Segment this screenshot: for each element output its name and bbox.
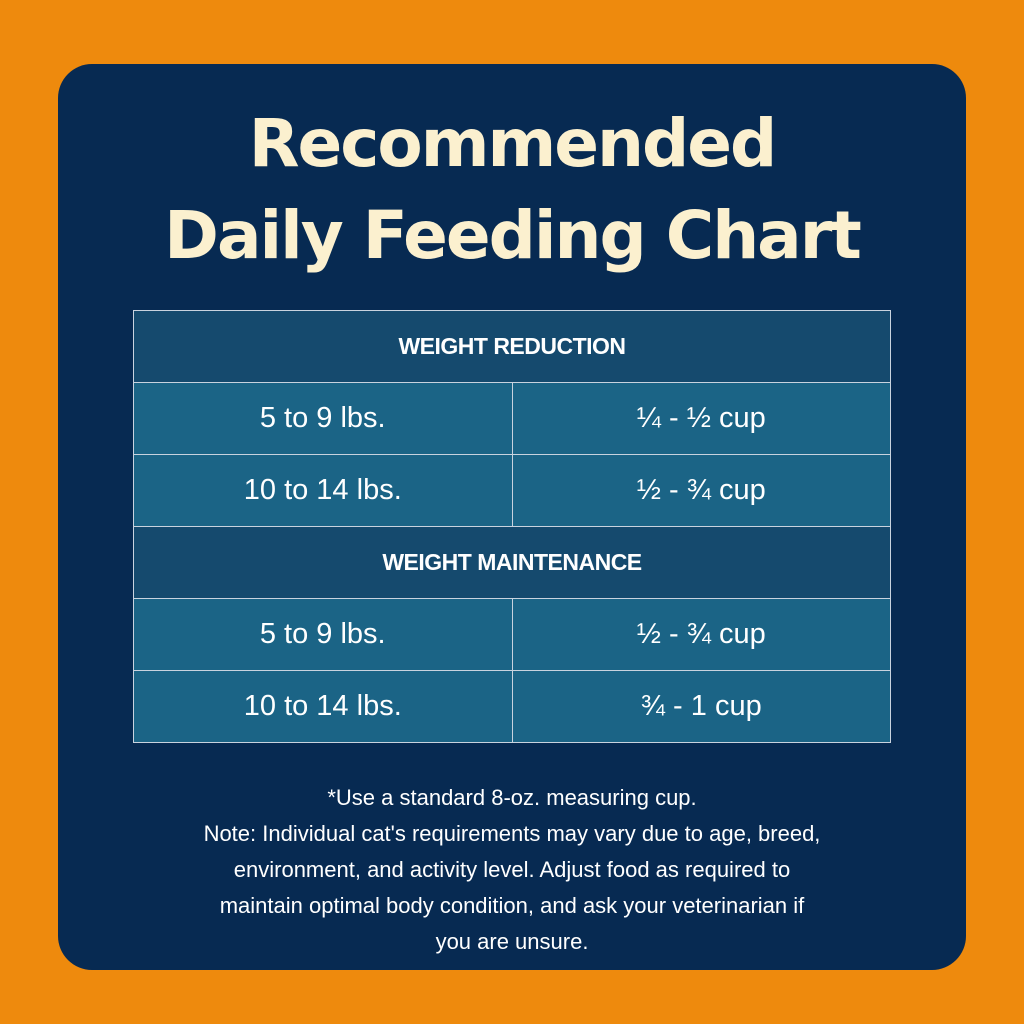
- table-row: 5 to 9 lbs. ½ - ¾ cup: [133, 598, 891, 671]
- weight-cell: 10 to 14 lbs.: [133, 670, 513, 743]
- amount-cell: ¾ - 1 cup: [511, 670, 891, 743]
- note-line: environment, and activity level. Adjust …: [233, 857, 791, 882]
- title-line-2: Daily Feeding Chart: [164, 197, 862, 274]
- table-row: 5 to 9 lbs. ¼ - ½ cup: [133, 382, 891, 455]
- note-line: Note: Individual cat's requirements may …: [203, 821, 821, 846]
- table-row: 10 to 14 lbs. ¾ - 1 cup: [133, 670, 891, 743]
- weight-cell: 5 to 9 lbs.: [133, 598, 513, 671]
- note-line: maintain optimal body condition, and ask…: [219, 893, 805, 918]
- measuring-cup-note: *Use a standard 8-oz. measuring cup.: [327, 785, 697, 810]
- section-header-row: WEIGHT MAINTENANCE: [133, 526, 891, 599]
- weight-cell: 10 to 14 lbs.: [133, 454, 513, 527]
- section-header-weight-reduction: WEIGHT REDUCTION: [133, 310, 891, 383]
- feeding-notes: *Use a standard 8-oz. measuring cup. Not…: [0, 780, 1024, 960]
- weight-cell: 5 to 9 lbs.: [133, 382, 513, 455]
- note-line: you are unsure.: [435, 929, 589, 954]
- section-header-weight-maintenance: WEIGHT MAINTENANCE: [133, 526, 891, 599]
- amount-cell: ½ - ¾ cup: [511, 598, 891, 671]
- amount-cell: ½ - ¾ cup: [511, 454, 891, 527]
- amount-cell: ¼ - ½ cup: [511, 382, 891, 455]
- feeding-table: WEIGHT REDUCTION 5 to 9 lbs. ¼ - ½ cup 1…: [133, 310, 891, 743]
- title-line-1: Recommended: [248, 105, 778, 182]
- page-title: Recommended Daily Feeding Chart: [0, 98, 1024, 282]
- section-header-row: WEIGHT REDUCTION: [133, 310, 891, 383]
- table-row: 10 to 14 lbs. ½ - ¾ cup: [133, 454, 891, 527]
